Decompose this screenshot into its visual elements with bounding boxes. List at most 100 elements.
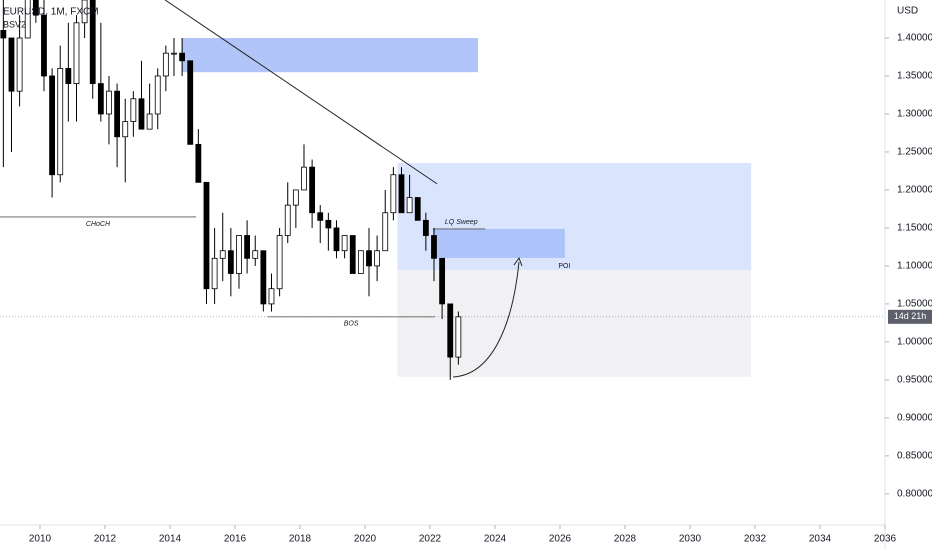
candle-body <box>284 204 291 236</box>
candle-body <box>447 303 454 358</box>
y-tick-label: 1.35000 <box>897 71 932 82</box>
candle-body <box>73 22 80 84</box>
candle-body <box>195 143 202 183</box>
candle-body <box>81 0 88 24</box>
countdown: 14d 21h <box>894 311 927 321</box>
candle-body <box>317 212 324 221</box>
x-tick-label: 2032 <box>744 534 767 545</box>
time-axis-bg <box>0 525 885 550</box>
candle-body <box>57 67 64 176</box>
candle-body <box>333 227 340 252</box>
candle-body <box>309 166 316 214</box>
candle-body <box>227 250 234 274</box>
candle-body <box>162 52 169 77</box>
candle-body <box>325 219 332 229</box>
y-tick-label: 1.40000 <box>897 33 932 44</box>
y-tick-label: 1.25000 <box>897 147 932 158</box>
candle-body <box>357 250 364 274</box>
y-tick-label: 1.05000 <box>897 299 932 310</box>
zone <box>432 228 565 258</box>
candle-body <box>455 316 462 358</box>
level-label: CHoCH <box>86 221 111 228</box>
candle-body <box>179 52 186 62</box>
candle-body <box>406 197 413 214</box>
candle-body <box>114 90 121 138</box>
candle-body <box>219 250 226 259</box>
y-tick-label: 1.15000 <box>897 223 932 234</box>
candle-body <box>431 235 437 259</box>
y-unit: USD <box>897 6 918 17</box>
y-tick-label: 0.90000 <box>897 413 932 424</box>
candle-body <box>8 37 15 92</box>
level-label: BOS <box>344 321 359 328</box>
candle-body <box>260 250 267 305</box>
y-tick-label: 0.85000 <box>897 451 932 462</box>
candle-body <box>41 14 47 77</box>
candle-body <box>374 250 381 267</box>
candle-body <box>211 257 218 290</box>
level-label: LQ Sweep <box>445 219 478 226</box>
zone <box>182 37 479 73</box>
y-tick-label: 1.00000 <box>897 337 932 348</box>
candle-body <box>97 83 104 115</box>
arrow-head <box>513 256 523 267</box>
indicator-name: BSV2 <box>3 19 26 29</box>
y-tick-label: 1.20000 <box>897 185 932 196</box>
candle-body <box>146 113 153 130</box>
candle-body <box>398 174 405 214</box>
y-tick-label: 0.95000 <box>897 375 932 386</box>
x-tick-label: 2030 <box>679 534 702 545</box>
candle-body <box>203 181 210 290</box>
candle-body <box>341 235 348 252</box>
candle-body <box>187 60 194 145</box>
price-axis-bg <box>885 0 932 550</box>
x-tick-label: 2034 <box>809 534 832 545</box>
candle-body <box>439 257 446 305</box>
x-tick-label: 2026 <box>549 534 572 545</box>
y-tick-label: 1.30000 <box>897 109 932 120</box>
candle-body <box>24 0 31 39</box>
candle-body <box>366 250 372 267</box>
x-tick-label: 2018 <box>289 534 312 545</box>
x-tick-label: 2020 <box>354 534 377 545</box>
candle-body <box>276 235 283 290</box>
x-tick-label: 2010 <box>29 534 52 545</box>
candle-body <box>0 29 7 39</box>
candle-body <box>49 75 56 176</box>
poi-label: POI <box>558 263 570 270</box>
candle-body <box>422 219 429 236</box>
candle-body <box>244 235 251 259</box>
x-tick-label: 2024 <box>484 534 507 545</box>
candle-body <box>414 197 421 221</box>
candle-body <box>382 212 389 252</box>
x-tick-label: 2012 <box>94 534 117 545</box>
candle-body <box>32 0 39 16</box>
x-tick-label: 2014 <box>159 534 182 545</box>
candle-body <box>301 166 307 191</box>
x-tick-label: 2016 <box>224 534 247 545</box>
candle-body <box>252 250 259 259</box>
candle-body <box>106 90 112 115</box>
candle-body <box>171 52 177 55</box>
x-tick-label: 2022 <box>419 534 442 545</box>
candle-body <box>65 67 72 84</box>
x-tick-label: 2028 <box>614 534 637 545</box>
trendline <box>164 0 438 185</box>
x-tick-label: 2036 <box>874 534 897 545</box>
candle-body <box>130 98 137 122</box>
axes: 0.80000 0.85000 0.90000 0.95000 1.00000 1.050… <box>29 33 932 545</box>
candle-body <box>89 0 96 84</box>
y-tick-label: 0.80000 <box>897 488 932 499</box>
candle-body <box>349 235 356 274</box>
candle-body <box>390 174 397 214</box>
candle-body <box>122 121 129 138</box>
price-label-bg <box>888 309 932 324</box>
projection-arrow <box>452 261 520 378</box>
chart-title: EURUSD, 1M, FXCM <box>3 7 99 18</box>
candle-body <box>268 288 275 305</box>
candle-body <box>138 98 145 130</box>
candle-body <box>236 235 242 274</box>
